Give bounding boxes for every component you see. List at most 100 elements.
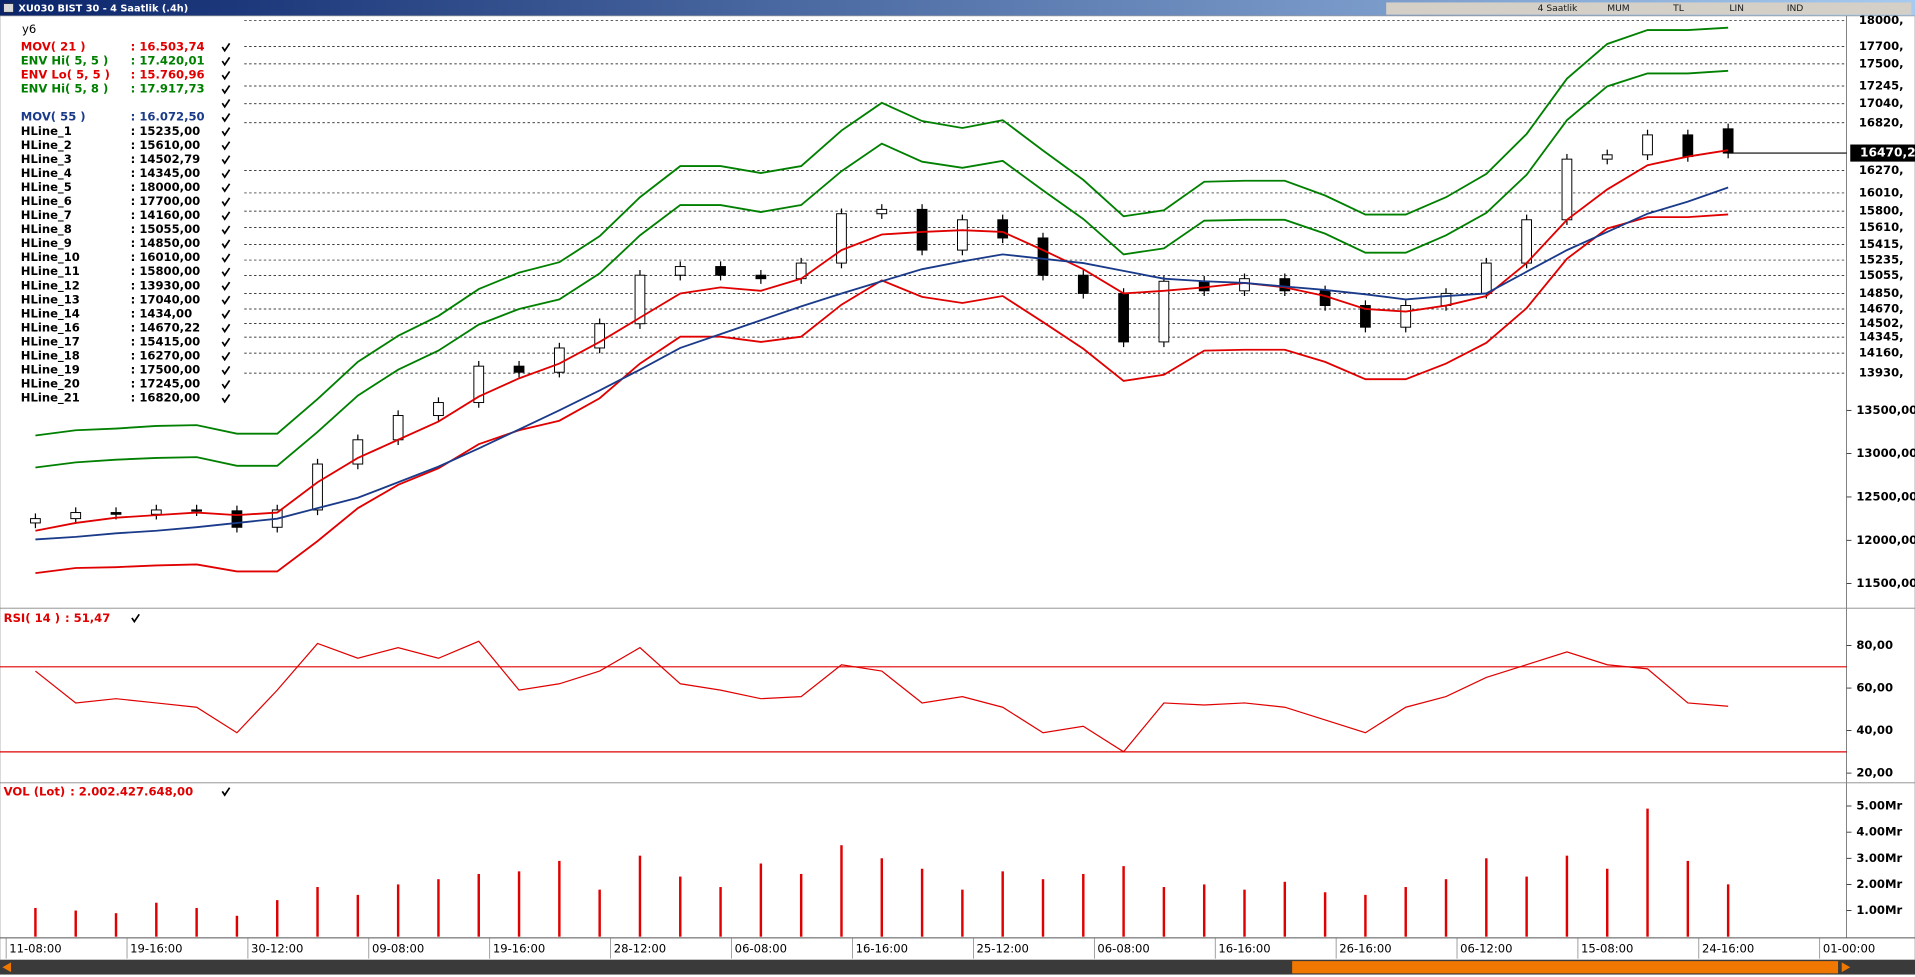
- volume-bar: [517, 871, 521, 937]
- legend-value: : 14160,00: [131, 208, 201, 222]
- hline-axis-label: 15235,: [1859, 253, 1904, 267]
- legend-value: : 15415,00: [131, 334, 201, 348]
- legend-value: : 15235,00: [131, 124, 201, 138]
- legend-name: HLine_2: [21, 138, 72, 153]
- volume-bar: [34, 907, 37, 937]
- x-tick-label: 25-12:00: [977, 941, 1029, 955]
- hline-axis-label: 14345,: [1859, 330, 1904, 344]
- check-icon: [221, 281, 231, 291]
- candle-body: [312, 463, 323, 511]
- hline-axis-label: 17040,: [1859, 96, 1904, 110]
- volume-bar: [961, 889, 964, 937]
- legend-value: : 14502,79: [131, 152, 201, 166]
- legend-value: : 15800,00: [131, 264, 201, 278]
- toolbar-item[interactable]: IND: [1787, 4, 1804, 14]
- volume-bar: [1001, 871, 1004, 937]
- volume-bar: [316, 887, 319, 937]
- candle-body: [1037, 237, 1049, 276]
- volume-bar: [1162, 887, 1166, 937]
- rsi-line: [35, 640, 1729, 753]
- candle-body: [1480, 262, 1492, 294]
- volume-bar: [195, 907, 198, 937]
- volume-bar: [437, 879, 440, 937]
- legend-name: HLine_13: [21, 292, 80, 307]
- legend-name: HLine_7: [21, 208, 72, 223]
- x-tick-label: 24-16:00: [1702, 941, 1754, 955]
- scroll-left[interactable]: [2, 962, 11, 973]
- toolbar-item[interactable]: TL: [1672, 4, 1685, 14]
- check-icon: [221, 56, 231, 67]
- check-icon: [221, 113, 231, 123]
- volume-bar: [396, 884, 400, 937]
- volume-bar: [356, 894, 360, 937]
- x-tick-label: 19-16:00: [130, 941, 182, 955]
- volume-bar: [1444, 879, 1448, 937]
- legend-value: : 17500,00: [131, 363, 201, 377]
- check-icon: [221, 197, 231, 207]
- legend-value: : 14345,00: [131, 166, 201, 180]
- x-tick-label: 28-12:00: [614, 941, 666, 955]
- check-icon: [221, 127, 231, 137]
- volume-bar: [1646, 808, 1649, 937]
- scrollbar-thumb[interactable]: [1292, 961, 1839, 974]
- candle-body: [433, 402, 444, 417]
- candle-body: [1158, 280, 1170, 343]
- x-tick-label: 06-08:00: [735, 941, 787, 955]
- x-tick-label: 01-00:00: [1823, 941, 1875, 955]
- volume-bar: [719, 887, 722, 937]
- legend-value: : 16010,00: [131, 250, 201, 264]
- legend-value: : 15610,00: [131, 138, 201, 152]
- legend-name: HLine_8: [21, 222, 72, 237]
- volume-bar: [74, 910, 77, 937]
- check-icon: [221, 351, 231, 362]
- y-tick-label: 40,00: [1856, 723, 1893, 737]
- panel-title-name: RSI( 14 ): [4, 610, 60, 624]
- y-tick-label: 20,00: [1856, 766, 1893, 780]
- candle-body: [1521, 219, 1532, 264]
- candle-body: [30, 518, 41, 524]
- y-tick-label: 11500,00: [1856, 576, 1915, 590]
- candle-body: [634, 274, 646, 325]
- candle-body: [191, 509, 203, 512]
- legend-name: HLine_1: [21, 124, 72, 139]
- legend-name: HLine_4: [21, 166, 72, 181]
- legend-value: : 16.072,50: [131, 110, 205, 124]
- candle-body: [513, 365, 525, 373]
- toolbar-item[interactable]: 4 Saatlik: [1538, 4, 1578, 14]
- volume-bar: [114, 913, 118, 937]
- volume-bar: [1606, 868, 1609, 937]
- candle-body: [1279, 278, 1291, 292]
- check-icon: [221, 155, 231, 165]
- panel-title-value: : 2.002.427.648,00: [70, 784, 193, 798]
- legend-value: : 15.760,96: [131, 68, 205, 82]
- volume-bar: [155, 902, 158, 937]
- toolbar: [1386, 2, 1912, 15]
- check-icon: [221, 225, 231, 235]
- candle-body: [957, 219, 968, 251]
- hline-axis-label: 15800,: [1859, 204, 1904, 218]
- y-tick-label: 3.00Mr: [1856, 851, 1902, 865]
- chart-area: [0, 15, 1915, 961]
- candle-body: [150, 509, 162, 515]
- volume-bar: [598, 889, 601, 937]
- toolbar-item[interactable]: LIN: [1729, 4, 1744, 14]
- legend-value: : 13930,00: [131, 278, 201, 292]
- check-icon: [221, 309, 231, 320]
- y-tick-label: 4.00Mr: [1856, 825, 1902, 839]
- toolbar-item[interactable]: MUM: [1607, 4, 1629, 14]
- legend-value: : 17040,00: [131, 292, 201, 306]
- y-tick-label: 60,00: [1856, 681, 1893, 695]
- legend-name: HLine_17: [21, 334, 80, 349]
- check-icon: [221, 70, 231, 81]
- volume-bar: [1202, 884, 1206, 937]
- x-tick-label: 19-16:00: [493, 941, 545, 955]
- volume-bar: [276, 900, 279, 937]
- volume-bar: [1404, 887, 1407, 937]
- candle-body: [392, 415, 404, 441]
- check-icon: [221, 141, 231, 151]
- legend-name: HLine_10: [21, 250, 80, 265]
- legend-name: HLine_21: [21, 391, 80, 406]
- volume-bar: [235, 915, 239, 937]
- scroll-right[interactable]: [1841, 962, 1851, 973]
- candle-body: [1198, 280, 1210, 292]
